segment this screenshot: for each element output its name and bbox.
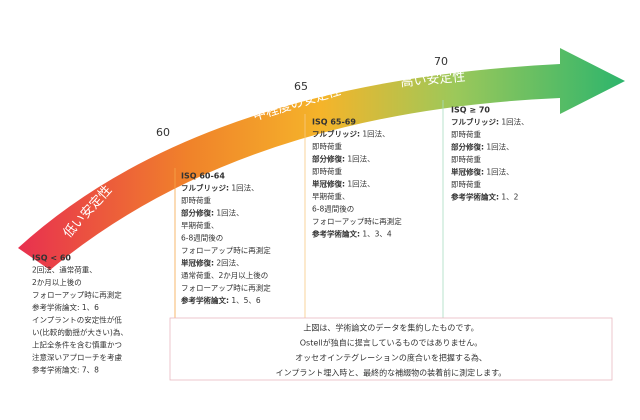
column-line: 単冠修復: 1回法、 xyxy=(312,179,375,189)
line-text: 通常荷重、2か月以上後の xyxy=(181,270,268,280)
isq-mark: 60 xyxy=(156,126,170,139)
column-line: インプラントの安定性が低 xyxy=(32,315,122,325)
line-label: 単冠修復: xyxy=(312,179,345,189)
column-line: フォローアップ時に再測定 xyxy=(32,290,122,300)
column-line: 即時荷重 xyxy=(451,179,481,189)
column-line: 早期荷重、 xyxy=(312,191,350,201)
note-box xyxy=(169,317,613,381)
column-line: 上記全条件を含む慎重かつ xyxy=(32,340,122,350)
isq-mark: 70 xyxy=(434,55,448,68)
line-text: 早期荷重、 xyxy=(312,191,350,201)
line-label: 部分修復: xyxy=(312,154,345,164)
note-line: インプラント埋入時と、最終的な補綴物の装着前に測定します。 xyxy=(276,368,507,378)
note-line: オッセオインテグレーションの度合いを把握する為、 xyxy=(295,353,487,363)
column-line: 単冠修復: 2回法、 xyxy=(181,258,244,268)
line-text: 即時荷重 xyxy=(451,179,481,189)
line-text: 参考学術論文: 1、6 xyxy=(32,302,99,312)
line-text: 1回法、 xyxy=(345,179,375,189)
line-label: 参考学術論文: xyxy=(451,192,499,202)
line-text: フォローアップ時に再測定 xyxy=(32,290,122,300)
column-line: 即時荷重 xyxy=(312,141,342,151)
line-text: 即時荷重 xyxy=(312,166,342,176)
column-line: フォローアップ時に再測定 xyxy=(312,216,402,226)
column-line: い(比較的動揺が大きい)為、 xyxy=(32,327,128,337)
line-text: 1、2 xyxy=(499,193,519,202)
line-label: 参考学術論文: xyxy=(312,229,360,239)
column-line: フルブリッジ: 1回法、 xyxy=(181,183,259,193)
line-text: 1回法、 xyxy=(345,154,375,164)
column-line: 参考学術論文: 1、5、6 xyxy=(181,295,261,305)
column-line: 参考学術論文: 1、2 xyxy=(451,192,519,202)
column-line: 早期荷重、 xyxy=(181,220,219,230)
line-text: 1回法、 xyxy=(499,117,529,127)
column-line: 部分修復: 1回法、 xyxy=(312,154,375,164)
column-line: 即時荷重 xyxy=(451,129,481,139)
note-line: 上図は、学術論文のデータを集約したものです。 xyxy=(303,323,478,333)
line-label: フルブリッジ: xyxy=(181,183,229,193)
line-text: 即時荷重 xyxy=(451,129,481,139)
line-text: フォローアップ時に再測定 xyxy=(312,216,402,226)
line-text: 1回法、 xyxy=(484,167,514,177)
line-text: 1回法、 xyxy=(229,183,259,193)
column-line: 単冠修復: 1回法、 xyxy=(451,167,514,177)
line-text: 即時荷重 xyxy=(312,141,342,151)
line-text: 注意深いアプローチを考慮 xyxy=(32,352,122,362)
line-label: 部分修復: xyxy=(451,142,484,152)
line-text: フォローアップ時に再測定 xyxy=(181,245,271,255)
column-line: 2回法、通常荷重、 xyxy=(32,265,97,275)
column-line: 部分修復: 1回法、 xyxy=(181,208,244,218)
column-line: 即時荷重 xyxy=(312,166,342,176)
line-label: フルブリッジ: xyxy=(312,129,360,139)
column-title: ISQ 65-69 xyxy=(312,118,356,127)
line-label: 参考学術論文: xyxy=(181,295,229,305)
line-text: 1、3、4 xyxy=(360,230,392,239)
line-text: 即時荷重 xyxy=(451,154,481,164)
line-text: 1回法、 xyxy=(360,129,390,139)
column-title: ISQ < 60 xyxy=(32,254,71,263)
stability-arrow xyxy=(18,48,625,270)
column-line: 通常荷重、2か月以上後の xyxy=(181,270,268,280)
column-line: フルブリッジ: 1回法、 xyxy=(312,129,390,139)
line-text: 1回法、 xyxy=(484,142,514,152)
arrow-label: 高い安定性 xyxy=(400,69,466,91)
line-text: 1回法、 xyxy=(214,208,244,218)
column-line: フォローアップ時に再測定 xyxy=(181,245,271,255)
line-label: 単冠修復: xyxy=(181,258,214,268)
column-line: 6-8週間後の xyxy=(312,204,354,214)
line-text: 早期荷重、 xyxy=(181,220,219,230)
column-line: 6-8週間後の xyxy=(181,233,223,243)
line-text: 2回法、通常荷重、 xyxy=(32,265,97,275)
column-title: ISQ 60-64 xyxy=(181,172,225,181)
line-text: 即時荷重 xyxy=(181,195,211,205)
line-text: い(比較的動揺が大きい)為、 xyxy=(32,327,128,337)
line-text: 6-8週間後の xyxy=(181,233,223,243)
line-label: 部分修復: xyxy=(181,208,214,218)
column-title: ISQ ≥ 70 xyxy=(451,106,490,115)
column-line: 注意深いアプローチを考慮 xyxy=(32,352,122,362)
column-line: 即時荷重 xyxy=(451,154,481,164)
line-text: 参考学術論文: 7、8 xyxy=(32,365,99,375)
column-line: 参考学術論文: 1、6 xyxy=(32,302,99,312)
line-text: 2回法、 xyxy=(214,258,244,268)
line-text: フォローアップ時に再測定 xyxy=(181,283,271,293)
line-text: 上記全条件を含む慎重かつ xyxy=(32,340,122,350)
line-text: 6-8週間後の xyxy=(312,204,354,214)
column-line: フルブリッジ: 1回法、 xyxy=(451,117,529,127)
column-line: 参考学術論文: 7、8 xyxy=(32,365,99,375)
line-text: 1、5、6 xyxy=(229,296,261,305)
note-line: Ostellが独自に提言しているものではありません。 xyxy=(300,338,483,348)
line-label: 単冠修復: xyxy=(451,167,484,177)
column-line: フォローアップ時に再測定 xyxy=(181,283,271,293)
line-text: 2か月以上後の xyxy=(32,277,82,287)
column-line: 即時荷重 xyxy=(181,195,211,205)
column-line: 2か月以上後の xyxy=(32,277,82,287)
line-text: インプラントの安定性が低 xyxy=(32,315,122,325)
line-label: フルブリッジ: xyxy=(451,117,499,127)
column-line: 参考学術論文: 1、3、4 xyxy=(312,229,392,239)
isq-mark: 65 xyxy=(294,80,308,93)
column-line: 部分修復: 1回法、 xyxy=(451,142,514,152)
